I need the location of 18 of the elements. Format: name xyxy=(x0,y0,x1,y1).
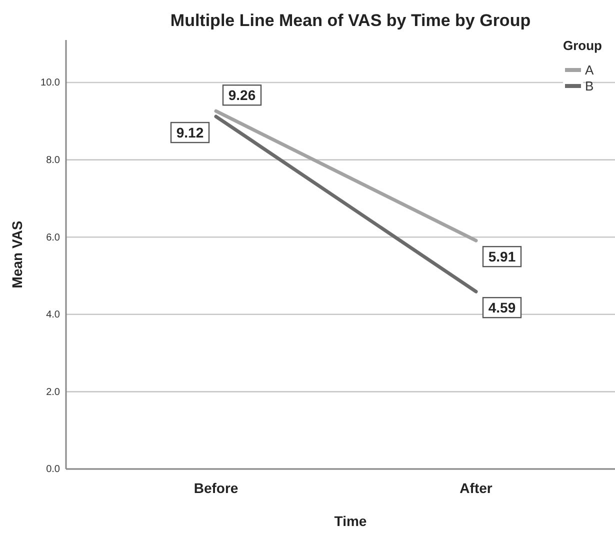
data-label: 9.12 xyxy=(176,124,204,141)
y-tick-label: 4.0 xyxy=(46,310,60,321)
y-tick-label: 8.0 xyxy=(46,155,60,166)
x-axis-title: Time xyxy=(334,513,367,529)
legend-title: Group xyxy=(563,38,602,53)
y-tick-label: 2.0 xyxy=(46,386,60,398)
data-label: 5.91 xyxy=(488,248,516,265)
legend-label: A xyxy=(585,62,594,78)
y-tick-label: 0.0 xyxy=(46,464,60,476)
chart-title: Multiple Line Mean of VAS by Time by Group xyxy=(170,11,531,30)
y-tick-label: 6.0 xyxy=(46,232,60,244)
legend-label: B xyxy=(585,78,594,94)
data-label: 9.26 xyxy=(228,87,256,104)
data-label: 4.59 xyxy=(488,300,516,316)
x-tick-label: After xyxy=(460,480,493,496)
x-tick-label: Before xyxy=(194,480,238,496)
y-axis-title: Mean VAS xyxy=(9,220,25,288)
y-tick-label: 10.0 xyxy=(40,78,60,89)
